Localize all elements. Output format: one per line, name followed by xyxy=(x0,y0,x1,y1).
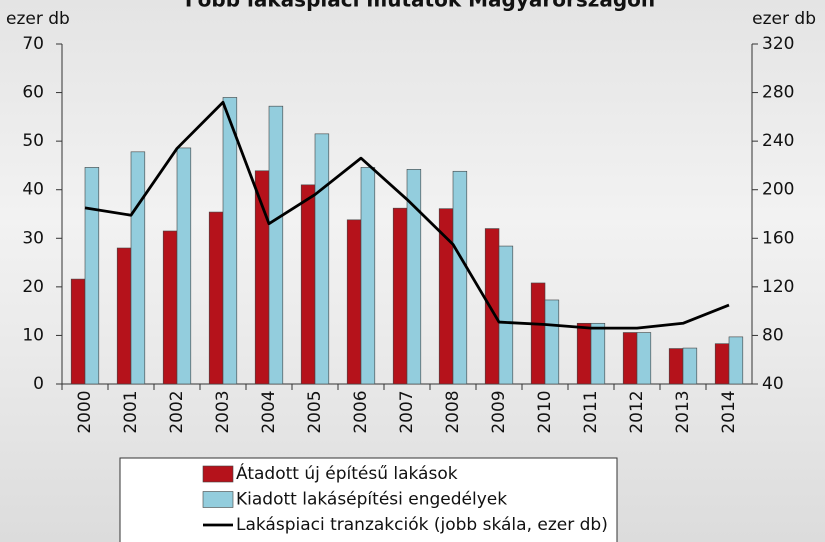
y-tick-label: 10 xyxy=(22,325,44,345)
bar xyxy=(222,97,238,385)
bar xyxy=(130,151,146,385)
bar xyxy=(682,347,698,385)
bar xyxy=(392,207,408,385)
bar xyxy=(484,228,500,385)
chart-title: Főbb lakáspiaci mutatók Magyarországon xyxy=(185,0,655,12)
y2-tick-label: 240 xyxy=(762,131,794,151)
x-tick-label: 2003 xyxy=(213,390,233,433)
legend-swatch xyxy=(202,491,234,508)
y-tick-label: 20 xyxy=(22,277,44,297)
y2-tick-label: 40 xyxy=(762,374,784,394)
y-tick-label: 40 xyxy=(22,180,44,200)
y2-tick-label: 120 xyxy=(762,277,794,297)
legend-label: Átadott új építésű lakások xyxy=(236,462,458,484)
y-tick-label: 0 xyxy=(33,374,44,394)
bar xyxy=(70,278,86,385)
x-tick-label: 2006 xyxy=(351,390,371,433)
bar xyxy=(714,343,730,385)
bar xyxy=(116,247,132,385)
y-axis-label: ezer db xyxy=(6,9,70,29)
x-tick-label: 2014 xyxy=(719,390,739,433)
y2-tick-label: 280 xyxy=(762,83,794,103)
bar xyxy=(162,230,178,385)
bar xyxy=(668,348,684,385)
bar xyxy=(576,322,592,385)
x-tick-label: 2009 xyxy=(489,390,509,433)
bar xyxy=(208,211,224,385)
y-tick-label: 50 xyxy=(22,131,44,151)
bar xyxy=(728,336,744,385)
x-tick-label: 2002 xyxy=(167,390,187,433)
x-tick-label: 2000 xyxy=(75,390,95,433)
x-tick-label: 2001 xyxy=(121,390,141,433)
x-tick-label: 2008 xyxy=(443,390,463,433)
bar xyxy=(84,167,100,385)
bar xyxy=(438,208,454,385)
legend-swatch xyxy=(202,465,234,483)
legend-label: Kiadott lakásépítési engedélyek xyxy=(236,490,507,510)
bar xyxy=(590,322,606,385)
y2-tick-label: 320 xyxy=(762,34,794,54)
bar xyxy=(530,282,546,385)
y-tick-label: 30 xyxy=(22,228,44,248)
bar xyxy=(346,219,362,385)
bar xyxy=(176,147,192,385)
x-tick-label: 2013 xyxy=(673,390,693,433)
bar xyxy=(268,105,284,385)
y2-axis-label: ezer db xyxy=(752,9,816,29)
x-tick-label: 2004 xyxy=(259,390,279,433)
y-tick-label: 70 xyxy=(22,34,44,54)
y-tick-label: 60 xyxy=(22,83,44,103)
bar xyxy=(314,133,330,385)
bar xyxy=(360,167,376,385)
bar xyxy=(544,299,560,385)
x-tick-label: 2005 xyxy=(305,390,325,433)
bar xyxy=(498,245,514,385)
bar xyxy=(300,184,316,385)
y2-tick-label: 160 xyxy=(762,228,794,248)
bar xyxy=(636,332,652,385)
line xyxy=(84,100,730,330)
bar xyxy=(406,169,422,385)
legend-label: Lakáspiaci tranzakciók (jobb skála, ezer… xyxy=(236,515,608,535)
bar xyxy=(622,332,638,385)
y2-tick-label: 200 xyxy=(762,180,794,200)
x-tick-label: 2011 xyxy=(581,390,601,433)
bar xyxy=(452,170,468,385)
y2-tick-label: 80 xyxy=(762,325,784,345)
x-tick-label: 2007 xyxy=(397,390,417,433)
x-tick-label: 2012 xyxy=(627,390,647,433)
x-tick-label: 2010 xyxy=(535,390,555,433)
